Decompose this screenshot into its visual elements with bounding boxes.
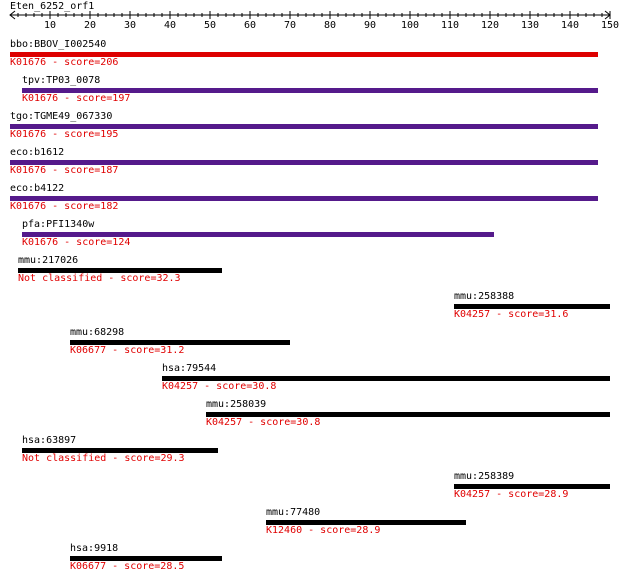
ruler-tick-label: 100 xyxy=(400,20,420,31)
ruler-tick-label: 40 xyxy=(163,20,177,31)
hit-score-label[interactable]: Not classified - score=32.3 xyxy=(18,273,181,284)
hit-alignment-bar[interactable] xyxy=(70,556,222,561)
hit-alignment-bar[interactable] xyxy=(70,340,290,345)
position-ruler xyxy=(9,10,611,20)
hit-name-link[interactable]: tpv:TP03_0078 xyxy=(22,75,101,86)
hit-name-link[interactable]: mmu:68298 xyxy=(70,327,125,338)
ruler-tick-label: 80 xyxy=(323,20,337,31)
hit-alignment-bar[interactable] xyxy=(162,376,610,381)
hit-score-label[interactable]: K04257 - score=30.8 xyxy=(206,417,321,428)
hit-alignment-bar[interactable] xyxy=(22,448,218,453)
hit-alignment-bar[interactable] xyxy=(22,232,494,237)
ruler-tick-label: 110 xyxy=(440,20,460,31)
ruler-tick-label: 20 xyxy=(83,20,97,31)
hit-score-label[interactable]: K01676 - score=187 xyxy=(10,165,119,176)
ruler-left-arrow xyxy=(9,10,16,20)
hit-name-link[interactable]: mmu:258388 xyxy=(454,291,515,302)
hit-alignment-bar[interactable] xyxy=(22,88,598,93)
hit-score-label[interactable]: K06677 - score=31.2 xyxy=(70,345,185,356)
hit-score-label[interactable]: K04257 - score=30.8 xyxy=(162,381,277,392)
query-title: Eten_6252_orf1 xyxy=(10,1,95,12)
hit-name-link[interactable]: mmu:258389 xyxy=(454,471,515,482)
hit-score-label[interactable]: K12460 - score=28.9 xyxy=(266,525,381,536)
ruler-tick-label: 120 xyxy=(480,20,500,31)
hit-name-link[interactable]: eco:b4122 xyxy=(10,183,65,194)
hit-score-label[interactable]: K04257 - score=31.6 xyxy=(454,309,569,320)
ruler-tick-label: 30 xyxy=(123,20,137,31)
hit-alignment-bar[interactable] xyxy=(206,412,610,417)
hit-alignment-bar[interactable] xyxy=(10,124,598,129)
ruler-tick-label: 50 xyxy=(203,20,217,31)
hit-alignment-bar[interactable] xyxy=(10,196,598,201)
ruler-tick-label: 60 xyxy=(243,20,257,31)
hit-name-link[interactable]: hsa:79544 xyxy=(162,363,217,374)
hit-score-label[interactable]: K04257 - score=28.9 xyxy=(454,489,569,500)
hit-score-label[interactable]: K01676 - score=206 xyxy=(10,57,119,68)
hit-name-link[interactable]: hsa:9918 xyxy=(70,543,119,554)
hit-alignment-bar[interactable] xyxy=(454,484,610,489)
hit-name-link[interactable]: mmu:217026 xyxy=(18,255,79,266)
ruler-tick-label: 10 xyxy=(43,20,57,31)
hit-score-label[interactable]: K06677 - score=28.5 xyxy=(70,561,185,572)
hit-score-label[interactable]: K01676 - score=197 xyxy=(22,93,131,104)
hit-name-link[interactable]: tgo:TGME49_067330 xyxy=(10,111,113,122)
ruler-tick-label: 150 xyxy=(600,20,620,31)
hit-name-link[interactable]: bbo:BBOV_I002540 xyxy=(10,39,107,50)
hit-name-link[interactable]: hsa:63897 xyxy=(22,435,77,446)
ruler-tick-label: 70 xyxy=(283,20,297,31)
hit-alignment-bar[interactable] xyxy=(266,520,466,525)
ruler-tick-label: 140 xyxy=(560,20,580,31)
hit-score-label[interactable]: Not classified - score=29.3 xyxy=(22,453,185,464)
hit-name-link[interactable]: pfa:PFI1340w xyxy=(22,219,95,230)
hit-score-label[interactable]: K01676 - score=182 xyxy=(10,201,119,212)
hit-alignment-bar[interactable] xyxy=(18,268,222,273)
hit-alignment-bar[interactable] xyxy=(454,304,610,309)
hit-name-link[interactable]: eco:b1612 xyxy=(10,147,65,158)
ruler-tick-label: 130 xyxy=(520,20,540,31)
hit-alignment-bar[interactable] xyxy=(10,52,598,57)
hit-alignment-bar[interactable] xyxy=(10,160,598,165)
hit-name-link[interactable]: mmu:258039 xyxy=(206,399,267,410)
hit-name-link[interactable]: mmu:77480 xyxy=(266,507,321,518)
hit-score-label[interactable]: K01676 - score=124 xyxy=(22,237,131,248)
hit-score-label[interactable]: K01676 - score=195 xyxy=(10,129,119,140)
ruler-tick-label: 90 xyxy=(363,20,377,31)
